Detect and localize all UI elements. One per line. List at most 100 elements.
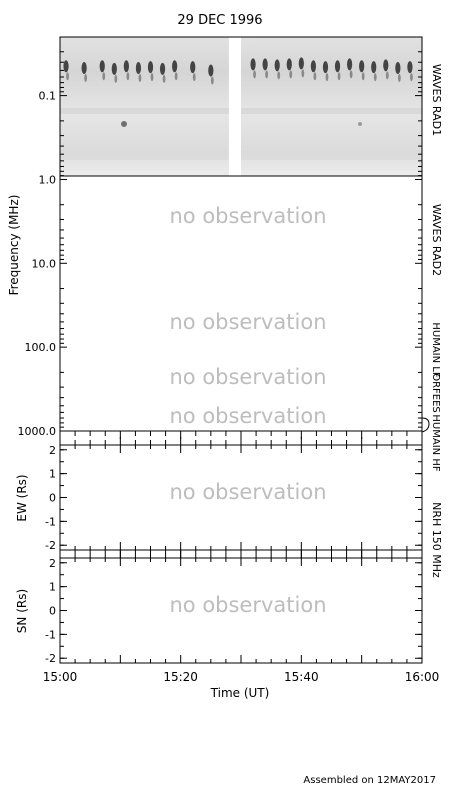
band-label-waves-rad2: WAVES RAD2: [430, 204, 443, 276]
y-tick-label: 1.0: [39, 173, 57, 186]
burst-tail: [289, 70, 293, 79]
burst-markers: [63, 57, 413, 85]
y-tick-label: -1: [45, 515, 56, 528]
y-tick-label: 100.0: [25, 341, 57, 354]
sn-ylabel: SN (Rs): [15, 589, 29, 633]
burst-mark: [123, 60, 129, 73]
y-tick-label: 10.0: [32, 257, 57, 270]
burst-mark: [63, 60, 69, 73]
burst-tail: [126, 72, 130, 81]
band-label-humain-hf: HUMAIN HF: [430, 414, 441, 471]
burst-tail: [349, 70, 353, 79]
burst-mark: [395, 62, 401, 75]
y-tick-label: 1000.0: [18, 425, 57, 438]
nrh-label: NRH 150 MHz: [430, 502, 443, 578]
burst-tail: [150, 73, 154, 82]
y-tick-label: 0.1: [39, 90, 57, 103]
no-observation-ew: no observation: [169, 480, 326, 504]
sn-y-ticks: -2 -1 0 1 2: [45, 557, 422, 665]
burst-tail: [162, 74, 166, 83]
burst-mark: [99, 60, 105, 73]
burst-mark: [147, 61, 154, 74]
burst-mark: [407, 61, 413, 74]
burst-mark: [334, 60, 341, 73]
burst-tail: [138, 74, 142, 83]
burst-tail: [361, 72, 365, 81]
burst-tail: [313, 72, 317, 81]
ew-ylabel: EW (Rs): [15, 474, 29, 521]
burst-mark: [81, 62, 87, 75]
burst-tail: [192, 73, 196, 82]
burst-mark: [250, 58, 256, 71]
burst-mark: [298, 57, 304, 70]
y-tick-label: 1: [49, 468, 56, 481]
burst-tail: [253, 70, 256, 79]
y-tick-label: 2: [49, 557, 56, 570]
x-tick-label: 16:00: [405, 670, 440, 684]
burst-tail: [102, 72, 106, 81]
no-observation-humain-hf: no observation: [169, 404, 326, 428]
burst-mark: [135, 62, 142, 75]
no-observation-orfees: no observation: [169, 365, 326, 389]
band-bracket: [421, 417, 430, 433]
y-tick-label: -2: [45, 652, 56, 665]
burst-tail: [410, 73, 413, 82]
ew-panel: -2 -1 0 1 2 EW (Rs) no observation: [15, 444, 423, 552]
burst-mark: [172, 60, 178, 73]
data-gap: [228, 37, 241, 176]
burst-mark: [371, 61, 377, 74]
burst-mark: [383, 59, 389, 72]
band-label-humain-lf: HUMAIN LF: [430, 322, 441, 377]
x-axis: 15:00 15:20 15:40 16:00: [43, 445, 440, 684]
spectrogram-ylabel: Frequency (MHz): [7, 195, 21, 296]
sn-panel: -2 -1 0 1 2 SN (Rs) no observation: [15, 557, 423, 665]
assembled-footer: Assembled on 12MAY2017: [303, 775, 436, 786]
chart-title: 29 DEC 1996: [177, 13, 262, 28]
spectrogram-y-ticks: 0.1 1.0 10.0 100.0 1000.0: [18, 36, 422, 438]
burst-mark: [208, 64, 214, 77]
ew-y-ticks: -2 -1 0 1 2: [45, 444, 422, 552]
burst-tail: [325, 73, 329, 82]
burst-tail: [174, 72, 178, 81]
burst-mark: [159, 62, 166, 75]
y-tick-label: -1: [45, 628, 56, 641]
y-tick-label: 0: [49, 605, 56, 618]
burst-mark: [310, 60, 316, 73]
burst-mark: [347, 58, 353, 71]
burst-tail: [337, 72, 341, 81]
rad1-spot-small: [358, 122, 362, 126]
y-tick-label: 2: [49, 444, 56, 457]
burst-tail: [265, 70, 269, 79]
burst-tail: [66, 72, 69, 81]
rad1-spot: [121, 121, 127, 127]
no-observation-sn: no observation: [169, 593, 326, 617]
burst-mark: [190, 61, 196, 74]
burst-tail: [277, 71, 281, 80]
x-tick-label: 15:20: [163, 670, 198, 684]
separator-strip-1-ticks: [59, 431, 423, 445]
y-tick-label: 0: [49, 492, 56, 505]
burst-mark: [111, 62, 117, 75]
burst-mark: [262, 58, 268, 71]
burst-tail: [385, 71, 389, 80]
no-observation-waves-rad2: no observation: [169, 204, 326, 228]
y-tick-label: 1: [49, 581, 56, 594]
x-tick-label: 15:00: [43, 670, 78, 684]
burst-mark: [359, 60, 365, 73]
burst-mark: [322, 61, 329, 74]
band-label-orfees: ORFEES: [430, 373, 441, 413]
burst-tail: [397, 74, 401, 83]
burst-tail: [301, 69, 305, 78]
no-observation-humain-lf: no observation: [169, 310, 326, 334]
burst-tail: [373, 73, 377, 82]
burst-tail: [210, 76, 214, 85]
y-tick-label: -2: [45, 539, 56, 552]
burst-tail: [84, 74, 88, 83]
spectrogram-panel: 0.1 1.0 10.0 100.0 1000.0 Frequency (MHz) WA…: [7, 36, 443, 472]
burst-tail: [114, 74, 118, 83]
x-axis-label: Time (UT): [210, 686, 270, 700]
separator-strip-2-ticks: [59, 550, 423, 558]
burst-mark: [286, 58, 292, 71]
burst-mark: [274, 59, 280, 72]
